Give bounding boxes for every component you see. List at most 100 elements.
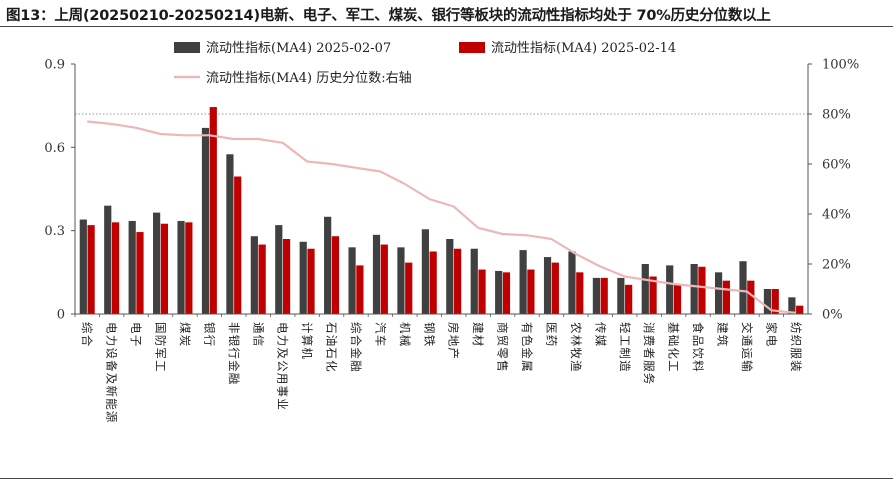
category-label: 非银行金融: [227, 322, 241, 386]
category-label: 消费者服务: [642, 322, 656, 386]
right-tick-label: 100%: [822, 58, 859, 73]
bar-feb07-29: [788, 297, 796, 314]
category-label: 轻工制造: [618, 322, 632, 373]
legend-label-feb14: 流动性指标(MA4) 2025-02-14: [491, 41, 676, 56]
category-label: 通信: [251, 322, 265, 347]
bar-feb07-2: [128, 220, 136, 314]
category-label: 有色金属: [520, 322, 534, 373]
bar-feb07-8: [275, 225, 283, 314]
right-tick-label: 60%: [822, 158, 851, 173]
bar-feb07-20: [568, 251, 576, 314]
legend-swatch-feb14: [459, 42, 485, 53]
bar-feb07-18: [519, 250, 527, 314]
bar-feb14-15: [454, 248, 462, 314]
bar-feb14-10: [331, 236, 340, 314]
left-tick-label: 0.3: [44, 224, 65, 239]
bar-feb07-9: [299, 241, 307, 314]
bar-feb07-22: [617, 277, 625, 314]
figure-title: 图13：上周(20250210-20250214)电新、电子、军工、煤炭、银行等…: [6, 8, 771, 24]
bar-feb14-14: [429, 251, 437, 314]
bar-feb14-28: [771, 289, 779, 314]
category-label: 国防军工: [154, 322, 168, 373]
category-label: 传媒: [593, 322, 607, 347]
bar-feb07-1: [104, 205, 112, 314]
bar-feb07-27: [739, 261, 747, 314]
bar-feb14-26: [722, 280, 730, 314]
bar-feb14-12: [380, 244, 388, 314]
bar-feb14-4: [185, 222, 193, 314]
bar-feb07-14: [421, 229, 429, 314]
bar-feb14-29: [796, 305, 804, 314]
bar-feb14-22: [625, 284, 633, 314]
bar-feb07-11: [348, 247, 356, 314]
bar-feb07-15: [446, 239, 454, 314]
category-label: 房地产: [447, 322, 461, 360]
title-divider: [0, 26, 893, 27]
category-label: 纺织服装: [789, 322, 803, 373]
bar-feb07-19: [543, 257, 552, 314]
bar-feb07-28: [763, 289, 772, 314]
category-label: 钢铁: [422, 322, 436, 347]
legend: 流动性指标(MA4) 2025-02-07 流动性指标(MA4) 2025-02-…: [174, 41, 676, 86]
category-label: 农林牧渔: [569, 322, 583, 373]
category-label: 建筑: [716, 322, 730, 347]
bars-layer: [79, 107, 804, 314]
percentile-line-layer: [87, 120, 796, 314]
bar-feb07-0: [79, 219, 87, 314]
axes-layer: 0 0.3 0.6 0.9 0% 20% 40% 60% 80% 100% 综合 电力设备及新能源 电子…: [44, 58, 859, 424]
bar-feb07-3: [153, 212, 161, 314]
bar-feb14-5: [209, 107, 217, 314]
bar-feb14-3: [160, 223, 169, 314]
left-tick-label: 0.6: [44, 141, 65, 156]
bar-feb07-25: [690, 264, 698, 314]
category-label: 医药: [545, 322, 559, 347]
category-label: 石油石化: [325, 322, 339, 373]
bar-feb14-23: [649, 276, 657, 314]
bar-feb14-21: [600, 277, 608, 314]
bar-feb14-9: [307, 248, 315, 314]
category-label: 食品饮料: [691, 322, 705, 373]
bar-feb14-2: [136, 232, 144, 314]
bar-feb14-1: [111, 222, 120, 314]
category-label: 家电: [764, 322, 778, 347]
bar-feb14-7: [258, 244, 266, 314]
bar-feb07-21: [592, 277, 601, 314]
legend-swatch-feb07: [174, 42, 200, 53]
right-tick-label: 40%: [822, 208, 851, 223]
legend-label-percentile: 流动性指标(MA4) 历史分位数:右轴: [206, 71, 412, 86]
bar-feb14-17: [502, 272, 511, 314]
percentile-line: [87, 120, 796, 314]
category-label: 煤炭: [178, 322, 192, 347]
bar-feb07-4: [177, 220, 185, 314]
bar-feb07-16: [470, 248, 478, 314]
bar-feb07-12: [372, 234, 381, 314]
bar-feb14-24: [673, 284, 682, 314]
bar-feb07-10: [324, 216, 332, 314]
category-label: 交通运输: [740, 322, 754, 373]
category-label: 银行: [202, 322, 216, 347]
bar-feb07-23: [641, 264, 649, 314]
bar-feb14-27: [747, 280, 755, 314]
bar-feb14-0: [87, 225, 95, 314]
category-label: 商贸零售: [496, 322, 510, 373]
bar-feb07-26: [714, 272, 723, 314]
category-label: 基础化工: [667, 322, 681, 373]
bar-feb07-7: [250, 236, 258, 314]
right-tick-label: 80%: [822, 108, 851, 123]
bar-feb07-13: [397, 247, 405, 314]
bar-feb14-6: [234, 176, 242, 314]
legend-label-feb07: 流动性指标(MA4) 2025-02-07: [206, 41, 391, 56]
category-label: 汽车: [373, 322, 387, 347]
bar-feb07-24: [666, 265, 674, 314]
bar-feb14-19: [551, 262, 559, 314]
category-label: 综合金融: [349, 322, 363, 373]
bar-feb07-17: [495, 270, 503, 314]
bar-feb14-16: [478, 269, 486, 314]
right-tick-label: 0%: [822, 308, 843, 323]
category-label: 电力及公用事业: [276, 322, 290, 411]
bottom-divider: [0, 478, 893, 479]
left-tick-label: 0.9: [44, 58, 65, 73]
bar-feb14-20: [576, 272, 584, 314]
bar-feb07-5: [201, 127, 210, 314]
